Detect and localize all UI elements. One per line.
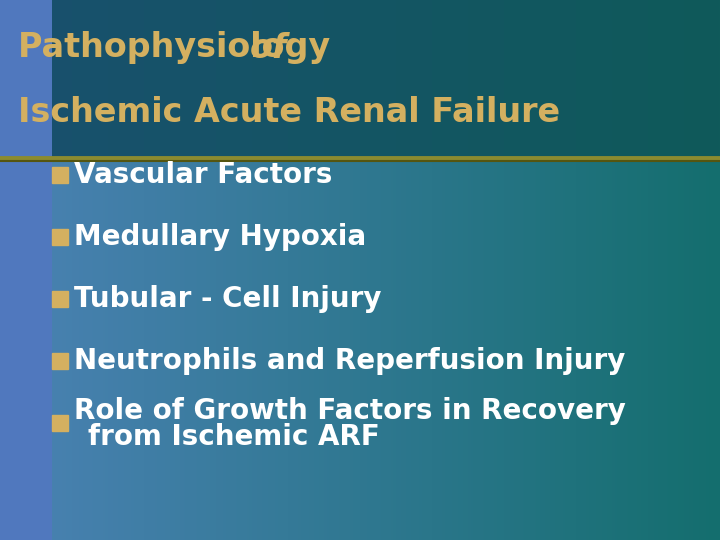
Text: Tubular - Cell Injury: Tubular - Cell Injury — [74, 285, 382, 313]
Text: Ischemic Acute Renal Failure: Ischemic Acute Renal Failure — [18, 96, 560, 129]
Bar — [52, 353, 68, 369]
Text: from Ischemic ARF: from Ischemic ARF — [88, 423, 379, 451]
Bar — [52, 415, 68, 431]
Bar — [52, 167, 68, 183]
Text: Vascular Factors: Vascular Factors — [74, 161, 333, 189]
Text: Neutrophils and Reperfusion Injury: Neutrophils and Reperfusion Injury — [74, 347, 626, 375]
Bar — [52, 229, 68, 245]
Text: of: of — [250, 31, 287, 64]
Bar — [52, 291, 68, 307]
Text: Pathophysiology: Pathophysiology — [18, 31, 342, 64]
Text: Medullary Hypoxia: Medullary Hypoxia — [74, 223, 366, 251]
Text: Role of Growth Factors in Recovery: Role of Growth Factors in Recovery — [74, 397, 626, 425]
